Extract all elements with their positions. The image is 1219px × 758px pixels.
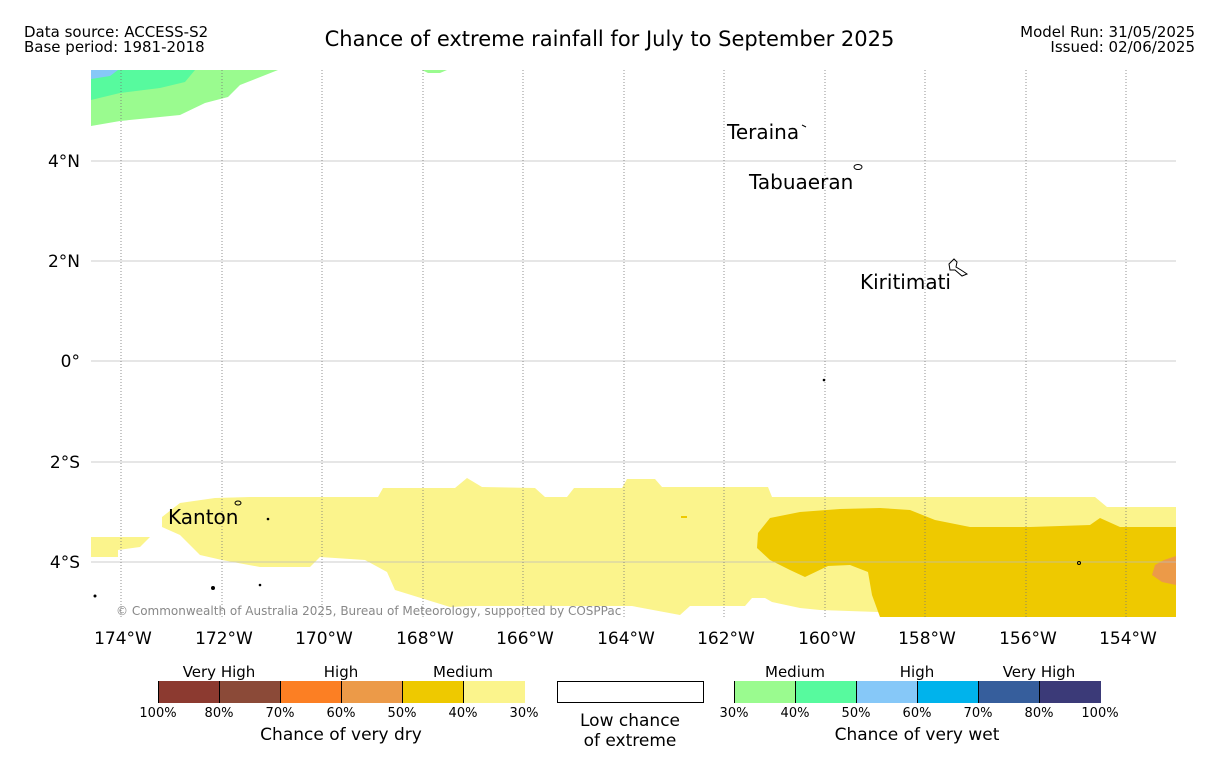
dry-legend-title: Chance of very dry: [260, 725, 422, 745]
data-source-label: Data source: ACCESS-S2: [24, 23, 209, 41]
issued-label: Issued: 02/06/2025: [1050, 38, 1195, 56]
longitude-tick-label: 154°W: [1099, 629, 1157, 649]
wet-category-medium: Medium: [765, 663, 825, 681]
longitude-tick-label: 162°W: [697, 629, 755, 649]
dry-category-medium: Medium: [433, 663, 493, 681]
place-label-kiritimati: Kiritimati: [860, 270, 951, 294]
longitude-tick-label: 164°W: [597, 629, 655, 649]
dry-tick-label: 100%: [139, 706, 177, 721]
graticule: [91, 70, 1176, 617]
dry-category-high: High: [323, 663, 359, 681]
wet-tick-label: 40%: [780, 706, 810, 721]
wet-color-swatch: [918, 681, 979, 703]
islet: [822, 378, 826, 382]
latitude-tick-label: 2°N: [48, 252, 80, 272]
wet-tick-label: 60%: [902, 706, 932, 721]
dry-tick-label: 80%: [204, 706, 234, 721]
islet: [93, 594, 97, 598]
wet-tick-label: 50%: [841, 706, 871, 721]
islet: [266, 517, 270, 521]
wet-tick-label: 100%: [1081, 706, 1119, 721]
teraina-island: [801, 124, 807, 128]
map-area: [91, 70, 1176, 617]
wet-legend-title: Chance of very wet: [834, 725, 1000, 745]
dry-tick-label: 40%: [448, 706, 478, 721]
place-label-teraina: Teraina: [726, 120, 799, 144]
dry-tick-label: 70%: [265, 706, 295, 721]
wet-color-swatch: [796, 681, 857, 703]
wet-category-high: High: [899, 663, 935, 681]
wet-medium-region: [422, 70, 447, 73]
longitude-tick-label: 174°W: [94, 629, 152, 649]
longitude-labels: 174°W 172°W 170°W 168°W 166°W 164°W 162°W 160°W…: [94, 629, 1157, 649]
longitude-tick-label: 166°W: [496, 629, 554, 649]
wet-very-high-region: [91, 70, 118, 79]
wet-tick-label: 80%: [1024, 706, 1054, 721]
wet-color-swatch: [979, 681, 1040, 703]
neutral-label-line1: Low chance: [580, 711, 680, 731]
tabuaeran-island: [853, 164, 863, 170]
islet: [211, 586, 215, 590]
longitude-tick-label: 158°W: [898, 629, 956, 649]
base-period-label: Base period: 1981-2018: [24, 38, 205, 56]
wet-tick-label: 70%: [963, 706, 993, 721]
wet-color-swatch: [857, 681, 918, 703]
copyright-notice: © Commonwealth of Australia 2025, Bureau…: [116, 604, 621, 618]
neutral-label-line2: of extreme: [583, 731, 677, 751]
longitude-tick-label: 168°W: [396, 629, 454, 649]
dry-high-region: [757, 508, 1176, 617]
latitude-tick-label: 2°S: [50, 453, 80, 473]
dry-category-very-high: Very High: [182, 663, 256, 681]
latitude-labels: 4°N 2°N 0° 2°S 4°S: [48, 152, 80, 573]
model-run-label: Model Run: 31/05/2025: [1020, 23, 1195, 41]
dry-color-swatch: [403, 681, 464, 703]
latitude-tick-label: 4°S: [50, 553, 80, 573]
latitude-tick-label: 4°N: [48, 152, 80, 172]
dry-color-swatch: [220, 681, 281, 703]
dry-orange-region: [1152, 556, 1176, 585]
kanton-island: [234, 500, 242, 506]
wet-category-very-high: Very High: [1002, 663, 1076, 681]
islet: [258, 583, 262, 587]
longitude-tick-label: 170°W: [295, 629, 353, 649]
dry-tick-label: 60%: [326, 706, 356, 721]
islands: [93, 124, 1081, 598]
place-label-tabuaeran: Tabuaeran: [748, 170, 853, 194]
dry-color-swatch: [159, 681, 220, 703]
dry-high-speck: [681, 516, 687, 518]
wet-color-swatch: [1040, 681, 1101, 703]
latitude-tick-label: 0°: [61, 352, 80, 372]
islet: [1077, 561, 1081, 565]
longitude-tick-label: 160°W: [798, 629, 856, 649]
dry-color-swatch: [281, 681, 342, 703]
longitude-tick-label: 172°W: [195, 629, 253, 649]
dry-color-swatch: [464, 681, 525, 703]
place-label-kanton: Kanton: [168, 505, 238, 529]
kiritimati-island: [948, 258, 969, 277]
dry-color-swatch: [342, 681, 403, 703]
wet-tick-label: 30%: [719, 706, 749, 721]
neutral-swatch: [557, 681, 704, 703]
dry-medium-region: [91, 537, 150, 557]
wet-high-region: [91, 70, 195, 100]
wet-color-swatch: [735, 681, 796, 703]
longitude-tick-label: 156°W: [999, 629, 1057, 649]
map-title: Chance of extreme rainfall for July to S…: [324, 27, 895, 51]
dry-tick-label: 30%: [509, 706, 539, 721]
dry-tick-label: 50%: [387, 706, 417, 721]
